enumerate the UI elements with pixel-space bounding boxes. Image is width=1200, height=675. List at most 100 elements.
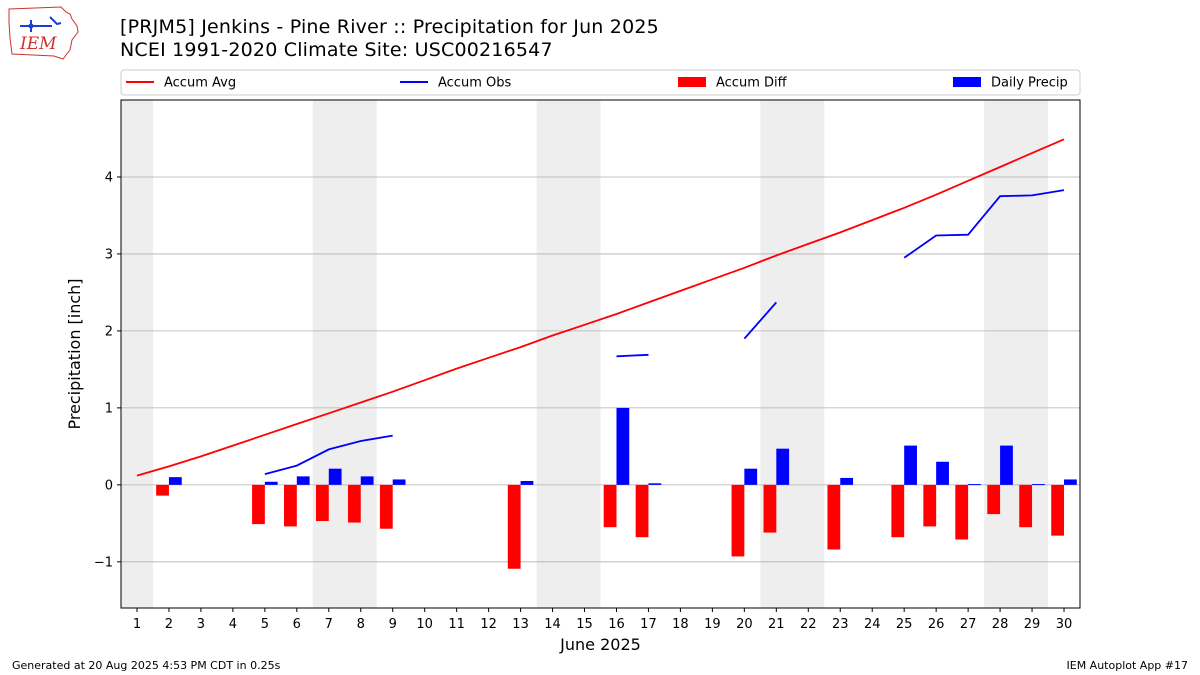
iowa-state-outline: [8, 6, 79, 60]
y-tick-label: 1: [105, 401, 113, 416]
accum-diff-bar: [635, 484, 649, 538]
x-tick-label: 27: [960, 617, 977, 632]
accum-diff-bar: [284, 484, 297, 527]
x-tick-label: 6: [293, 617, 301, 632]
daily-precip-bar: [168, 477, 182, 485]
x-tick-label: 28: [992, 617, 1009, 632]
y-tick-label: 4: [105, 170, 113, 185]
accum-diff-bar: [507, 484, 521, 569]
legend-accum-diff-swatch: [678, 77, 706, 87]
x-tick-label: 25: [896, 617, 913, 632]
accum-diff-bar: [315, 484, 329, 522]
x-tick-label: 20: [736, 617, 753, 632]
x-tick-label: 24: [864, 617, 881, 632]
daily-precip-bar: [1000, 445, 1013, 485]
weekend-shade-band: [984, 100, 1049, 608]
daily-precip-bar: [744, 468, 758, 485]
daily-precip-bar: [840, 477, 854, 485]
accum-diff-bar: [955, 484, 969, 540]
accum-diff-bar: [923, 484, 937, 527]
accum-diff-bar: [347, 484, 361, 523]
legend-accum-diff-label: Accum Diff: [716, 76, 788, 91]
x-tick-label: 1: [133, 617, 141, 632]
x-tick-label: 15: [576, 617, 593, 632]
chart-title: [PRJM5] Jenkins - Pine River :: Precipit…: [120, 16, 659, 38]
accum-diff-bar: [763, 484, 777, 533]
x-tick-label: 21: [768, 617, 785, 632]
accum-obs-line-segment: [264, 434, 393, 475]
accum-obs-line-segment: [903, 189, 1065, 259]
legend-accum-avg-label: Accum Avg: [164, 76, 236, 91]
daily-precip-bar: [776, 448, 790, 485]
legend-daily-precip-label: Daily Precip: [991, 76, 1068, 91]
iem-logo: IEM: [8, 6, 79, 60]
x-axis-label: June 2025: [559, 635, 641, 654]
legend-box: [120, 69, 1081, 96]
accum-diff-bar: [1019, 484, 1033, 528]
plot-frame: [120, 99, 1081, 609]
x-tick-label: 2: [165, 617, 173, 632]
accum-avg-line: [136, 138, 1065, 477]
accum-diff-bar: [827, 484, 841, 550]
chart-subtitle: NCEI 1991-2020 Climate Site: USC00216547: [120, 39, 553, 61]
x-tick-label: 19: [704, 617, 721, 632]
weekend-shade-band: [312, 100, 377, 608]
daily-precip-bar: [1032, 484, 1045, 486]
accum-obs-line-segment: [616, 353, 649, 358]
legend-daily-precip-swatch: [953, 77, 981, 87]
x-tick-label: 11: [448, 617, 465, 632]
x-tick-label: 26: [928, 617, 945, 632]
accum-obs-line-segment: [743, 301, 777, 340]
x-tick-label: 17: [640, 617, 657, 632]
x-tick-label: 4: [229, 617, 237, 632]
y-tick-label: 2: [105, 324, 113, 339]
accum-diff-bar: [987, 484, 1001, 515]
x-tick-label: 10: [416, 617, 433, 632]
x-tick-label: 18: [672, 617, 689, 632]
daily-precip-bar: [296, 476, 310, 485]
x-tick-label: 29: [1024, 617, 1041, 632]
daily-precip-bar: [968, 484, 981, 486]
accum-diff-bar: [891, 484, 905, 538]
x-tick-label: 9: [389, 617, 397, 632]
x-tick-label: 13: [512, 617, 529, 632]
accum-diff-bar: [252, 484, 265, 525]
y-tick-label: 3: [105, 247, 113, 262]
daily-precip-bar: [936, 461, 949, 485]
x-tick-label: 5: [261, 617, 269, 632]
daily-precip-bar: [264, 481, 278, 485]
daily-precip-bar: [360, 476, 374, 485]
daily-precip-bar: [904, 445, 917, 485]
x-tick-label: 12: [480, 617, 497, 632]
legend-accum-obs-label: Accum Obs: [438, 76, 511, 91]
generated-timestamp: Generated at 20 Aug 2025 4:53 PM CDT in …: [12, 659, 281, 672]
logo-text: IEM: [19, 34, 57, 54]
y-tick-label: −1: [94, 555, 113, 570]
x-tick-label: 22: [800, 617, 817, 632]
accum-diff-bar: [1051, 484, 1065, 536]
y-tick-label: 0: [105, 478, 113, 493]
y-axis-label: Precipitation [inch]: [65, 278, 84, 429]
x-tick-label: 30: [1056, 617, 1073, 632]
x-tick-label: 8: [357, 617, 365, 632]
daily-precip-bar: [1064, 479, 1077, 485]
daily-precip-bar: [392, 479, 406, 485]
app-credit: IEM Autoplot App #17: [1066, 659, 1189, 672]
x-tick-label: 7: [325, 617, 333, 632]
x-tick-label: 14: [544, 617, 561, 632]
x-tick-label: 23: [832, 617, 849, 632]
daily-precip-bar: [328, 468, 342, 485]
weekend-shade-band: [121, 100, 153, 608]
daily-precip-bar: [520, 481, 534, 485]
weekend-shade-band: [536, 100, 601, 608]
daily-precip-bar: [648, 483, 662, 485]
accum-diff-bar: [603, 484, 617, 528]
daily-precip-bar: [616, 407, 630, 485]
x-tick-label: 16: [608, 617, 625, 632]
accum-diff-bar: [379, 484, 393, 529]
accum-diff-bar: [156, 484, 169, 496]
accum-diff-bar: [731, 484, 745, 557]
x-tick-label: 3: [197, 617, 205, 632]
anemometer-icon: [28, 23, 34, 29]
